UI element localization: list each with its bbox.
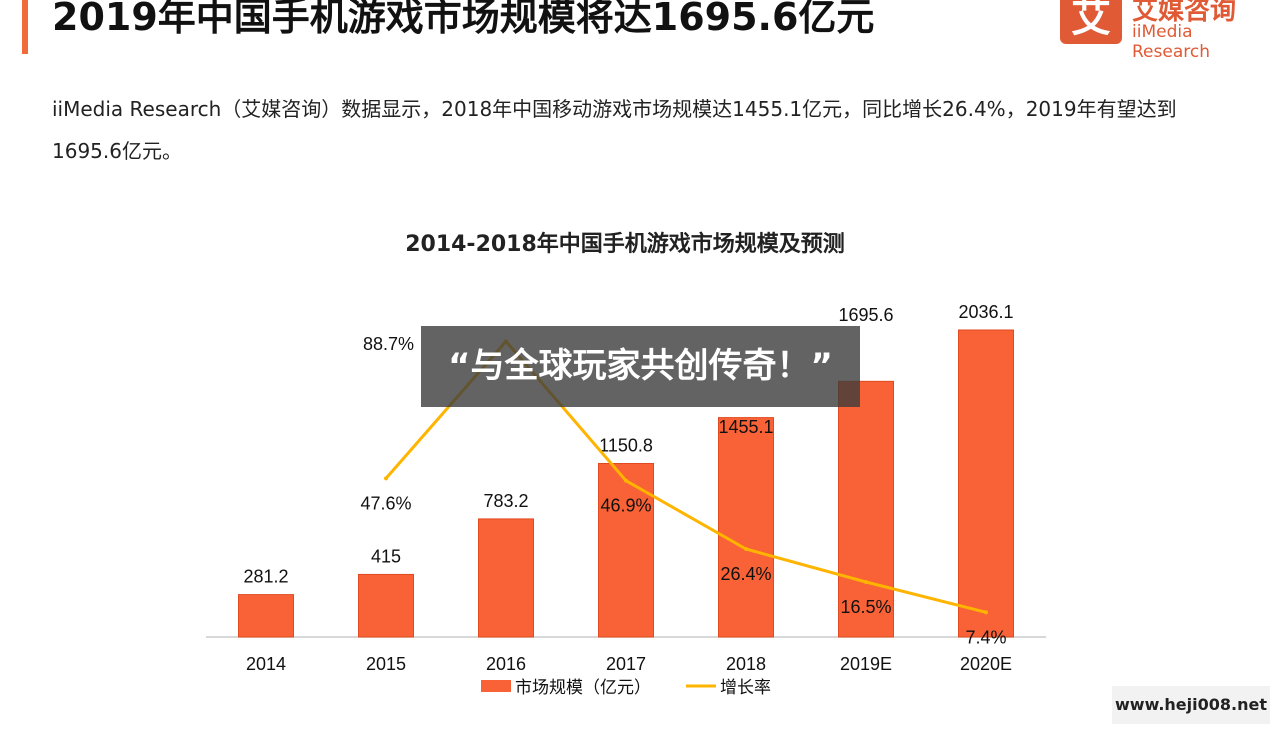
description: iiMedia Research（艾媒咨询）数据显示，2018年中国移动游戏市场… <box>52 97 1177 163</box>
bar-2015 <box>358 573 414 638</box>
bar-label-2014: 281.2 <box>243 567 288 587</box>
bar-label-2016: 783.2 <box>483 491 528 511</box>
logo-en: iiMedia Research <box>1132 22 1210 62</box>
growth-point-2017 <box>624 478 628 483</box>
bar-2018 <box>718 417 774 638</box>
x-tick-2019E: 2019E <box>840 654 892 674</box>
x-tick-2018: 2018 <box>726 654 766 674</box>
growth-label-2016: 88.7% <box>363 334 414 354</box>
bar-label-2020E: 2036.1 <box>958 302 1013 322</box>
legend-bar-label: 市场规模（亿元） <box>515 678 651 698</box>
growth-point-2018 <box>744 547 748 551</box>
x-tick-2017: 2017 <box>606 654 646 674</box>
bar-2014 <box>238 594 294 638</box>
legend-line-label: 增长率 <box>720 678 771 698</box>
x-tick-2015: 2015 <box>366 654 406 674</box>
bar-label-2019E: 1695.6 <box>838 305 893 325</box>
title-accent-bar <box>22 0 28 54</box>
page-title: 2019年中国手机游戏市场规模将达1695.6亿元 <box>52 0 875 39</box>
x-tick-2016: 2016 <box>486 654 526 674</box>
logo-cn: 艾媒咨询 <box>1132 0 1237 26</box>
growth-label-2019E: 16.5% <box>840 597 891 617</box>
bar-label-2018: 1455.1 <box>718 417 773 437</box>
growth-point-2020E <box>984 610 988 615</box>
x-tick-2014: 2014 <box>246 654 286 674</box>
bar-label-2015: 415 <box>371 546 401 566</box>
growth-point-2019E <box>864 580 868 584</box>
watermark: www.heji008.net <box>1112 686 1270 724</box>
growth-label-2020E: 7.4% <box>965 627 1006 647</box>
growth-label-2015: 47.6% <box>360 493 411 513</box>
bar-label-2017: 1150.8 <box>599 435 653 455</box>
chart-title: 2014-2018年中国手机游戏市场规模及预测 <box>405 232 845 257</box>
bar-2016 <box>478 518 534 638</box>
legend-bar-swatch <box>481 680 511 692</box>
growth-label-2018: 26.4% <box>720 564 771 584</box>
bar-2020E <box>958 329 1014 638</box>
growth-point-2015 <box>384 476 388 481</box>
bar-2019E <box>838 380 894 638</box>
growth-label-2017: 46.9% <box>600 496 651 516</box>
logo: 艾 艾媒咨询 iiMedia Research <box>1060 0 1270 62</box>
x-tick-2020E: 2020E <box>960 654 1012 674</box>
bar-2017 <box>598 462 654 638</box>
logo-mark: 艾 <box>1060 0 1122 44</box>
overlay-banner: “与全球玩家共创传奇！” <box>421 326 860 407</box>
